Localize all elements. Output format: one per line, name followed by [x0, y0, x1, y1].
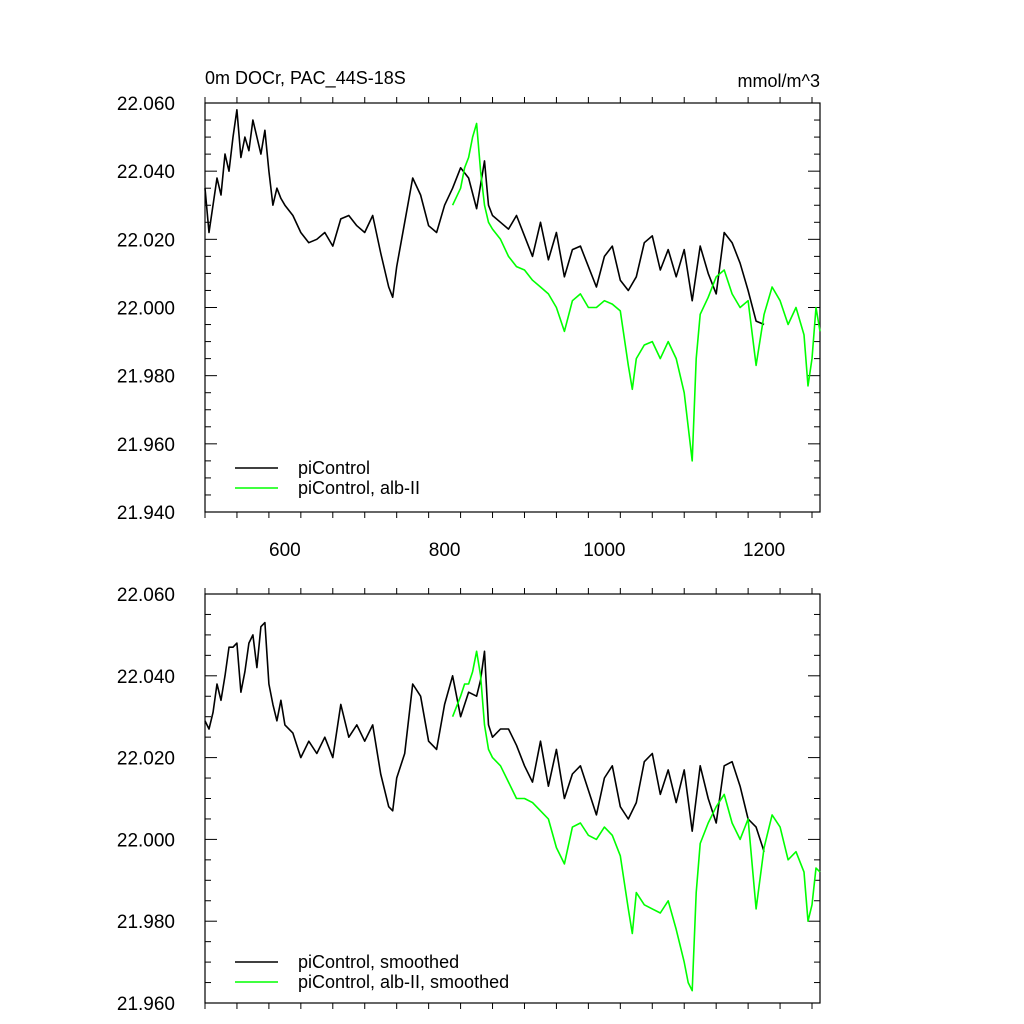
legend-label: piControl — [298, 458, 370, 478]
legend-label: piControl, alb-II, smoothed — [298, 972, 509, 992]
series-line-2 — [451, 122, 821, 462]
bottom-panel: 21.960 21.980 22.000 22.020 22.040 22.060 piCo… — [117, 585, 821, 1015]
y-tick-label: 21.980 — [117, 367, 175, 388]
x-tick-label: 1200 — [743, 540, 785, 561]
y-tick-label: 22.020 — [117, 230, 175, 251]
x-tick-label: 1000 — [583, 540, 625, 561]
series-line-1 — [204, 621, 765, 852]
y-tick-label: 21.980 — [117, 912, 175, 933]
y-tick-label: 22.060 — [117, 94, 175, 115]
y-tick-label: 22.000 — [117, 830, 175, 851]
chart-units: mmol/m^3 — [738, 71, 820, 91]
y-tick-label: 21.940 — [117, 503, 175, 524]
y-tick-label: 22.000 — [117, 299, 175, 320]
plot-frame — [204, 102, 821, 513]
legend-label: piControl, smoothed — [298, 952, 459, 972]
y-tick-label: 22.060 — [117, 585, 175, 606]
y-tick-label: 21.960 — [117, 994, 175, 1015]
x-tick-label: 800 — [429, 540, 461, 561]
series-line-1 — [204, 109, 765, 326]
plot-frame — [204, 593, 821, 1004]
legend-label: piControl, alb-II — [298, 478, 420, 498]
y-tick-label: 22.040 — [117, 162, 175, 183]
series-line-2 — [451, 650, 821, 992]
chart-title: 0m DOCr, PAC_44S-18S — [205, 68, 406, 89]
x-tick-label: 600 — [269, 540, 301, 561]
top-panel: 21.940 21.960 21.980 22.000 22.020 22.040 22.0… — [117, 94, 821, 561]
y-tick-label: 22.020 — [117, 749, 175, 770]
y-tick-label: 22.040 — [117, 667, 175, 688]
y-tick-label: 21.960 — [117, 435, 175, 456]
